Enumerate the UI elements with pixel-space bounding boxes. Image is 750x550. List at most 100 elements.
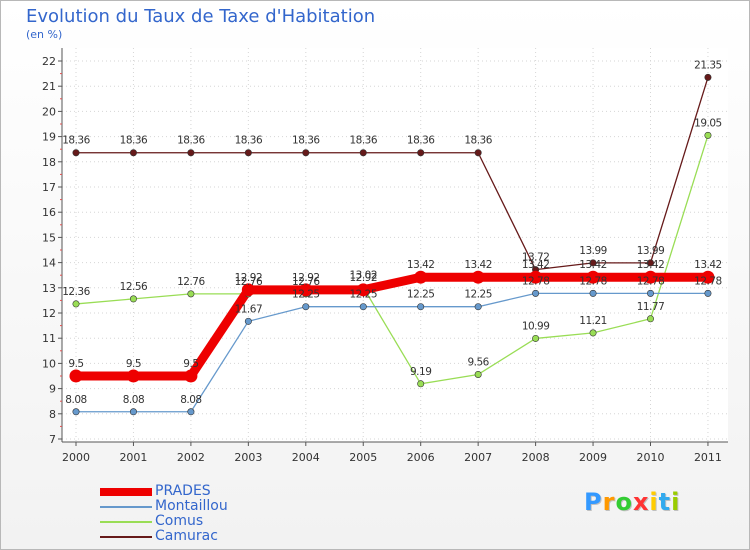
data-label-comus: 9.19 (410, 366, 431, 378)
data-point-comus (704, 131, 712, 139)
y-tick-label: 15 (42, 231, 56, 244)
series-line-camurac (76, 77, 709, 271)
data-label-montaillou: 12.25 (464, 289, 492, 301)
data-label-comus: 9.56 (467, 356, 489, 368)
data-point-prades (184, 369, 198, 383)
data-label-prades: 9.5 (126, 358, 141, 370)
data-point-comus (646, 315, 654, 323)
data-label-prades: 12.92 (292, 272, 320, 284)
data-point-montaillou (417, 303, 425, 311)
data-label-comus: 12.36 (62, 286, 90, 298)
data-point-comus (187, 290, 195, 298)
data-point-camurac (129, 149, 137, 157)
data-label-montaillou: 12.78 (694, 275, 722, 287)
data-point-prades (356, 283, 370, 297)
legend-label-comus: Comus (155, 513, 204, 529)
data-label-comus: 11.77 (637, 301, 665, 313)
data-point-prades (241, 283, 255, 297)
data-point-comus (72, 300, 80, 308)
y-tick-label: 13 (42, 282, 56, 295)
data-point-montaillou (646, 289, 654, 297)
data-point-prades (701, 270, 715, 284)
data-label-camurac: 18.36 (120, 135, 148, 147)
y-tick-label: 20 (42, 105, 56, 118)
x-tick-label: 2011 (694, 451, 722, 464)
data-point-prades (586, 270, 600, 284)
data-label-montaillou: 12.78 (637, 275, 665, 287)
data-label-camurac: 18.36 (464, 135, 492, 147)
data-label-prades: 12.92 (349, 272, 377, 284)
x-tick-label: 2006 (407, 451, 435, 464)
data-label-prades: 9.5 (68, 358, 83, 370)
data-label-montaillou: 11.67 (235, 303, 263, 315)
data-point-comus (474, 370, 482, 378)
data-label-montaillou: 8.08 (180, 394, 201, 406)
data-label-comus: 12.76 (292, 276, 320, 288)
logo-letter: i (649, 488, 659, 516)
plot-area (62, 48, 728, 442)
data-label-comus: 19.05 (694, 117, 722, 129)
data-label-comus: 12.76 (177, 276, 205, 288)
data-point-camurac (589, 259, 597, 267)
data-point-comus (129, 295, 137, 303)
logo-letter: i (671, 488, 681, 516)
data-label-camurac: 13.99 (579, 245, 607, 257)
data-label-comus: 10.99 (522, 320, 550, 332)
x-tick-label: 2000 (62, 451, 90, 464)
y-tick-label: 21 (42, 80, 56, 93)
data-point-montaillou (532, 289, 540, 297)
logo-letter: x (632, 488, 650, 516)
data-point-camurac (72, 149, 80, 157)
data-point-montaillou (589, 289, 597, 297)
data-point-prades (69, 369, 83, 383)
data-label-montaillou: 12.78 (522, 275, 550, 287)
logo-letter: r (602, 488, 616, 516)
data-point-camurac (704, 73, 712, 81)
data-label-prades: 13.42 (637, 259, 665, 271)
series-line-prades (76, 272, 708, 381)
proxiti-logo: Proxiti (584, 488, 680, 516)
data-point-montaillou (187, 408, 195, 416)
y-tick-label: 22 (42, 55, 56, 68)
unit-label: (en %) (26, 28, 63, 41)
y-tick-label: 16 (42, 206, 56, 219)
data-point-camurac (646, 259, 654, 267)
x-tick-label: 2005 (349, 451, 377, 464)
legend-swatch-camurac (100, 536, 152, 538)
data-point-comus (417, 380, 425, 388)
logo-letter: P (584, 488, 603, 516)
legend-item-montaillou: Montaillou (100, 498, 340, 514)
data-point-camurac (359, 149, 367, 157)
x-tick-label: 2007 (464, 451, 492, 464)
data-label-montaillou: 12.25 (349, 289, 377, 301)
x-tick-label: 2010 (637, 451, 665, 464)
data-label-comus: 13.02 (349, 269, 377, 281)
data-label-prades: 13.42 (407, 259, 435, 271)
data-point-prades (126, 369, 140, 383)
data-point-prades (644, 270, 657, 284)
data-label-camurac: 18.36 (349, 135, 377, 147)
y-tick-label: 17 (42, 181, 56, 194)
data-point-comus (532, 334, 540, 342)
data-point-prades (529, 270, 543, 284)
data-label-prades: 13.42 (579, 259, 607, 271)
legend-label-montaillou: Montaillou (155, 498, 228, 514)
data-label-camurac: 18.36 (177, 135, 205, 147)
y-tick-label: 10 (42, 357, 56, 370)
data-label-camurac: 13.99 (637, 245, 665, 257)
data-point-montaillou (129, 408, 137, 416)
logo-letter: o (615, 488, 633, 516)
legend-item-comus: Comus (100, 513, 340, 529)
data-label-prades: 13.42 (694, 259, 722, 271)
x-tick-label: 2009 (579, 451, 607, 464)
data-label-comus: 12.76 (235, 276, 263, 288)
legend-swatch-montaillou (100, 506, 152, 508)
data-point-prades (299, 283, 313, 297)
x-tick-label: 2002 (177, 451, 205, 464)
series-line-comus (75, 135, 709, 385)
data-label-montaillou: 12.25 (292, 289, 320, 301)
y-tick-label: 8 (49, 408, 56, 421)
data-point-montaillou (72, 408, 80, 416)
data-label-montaillou: 8.08 (123, 394, 144, 406)
